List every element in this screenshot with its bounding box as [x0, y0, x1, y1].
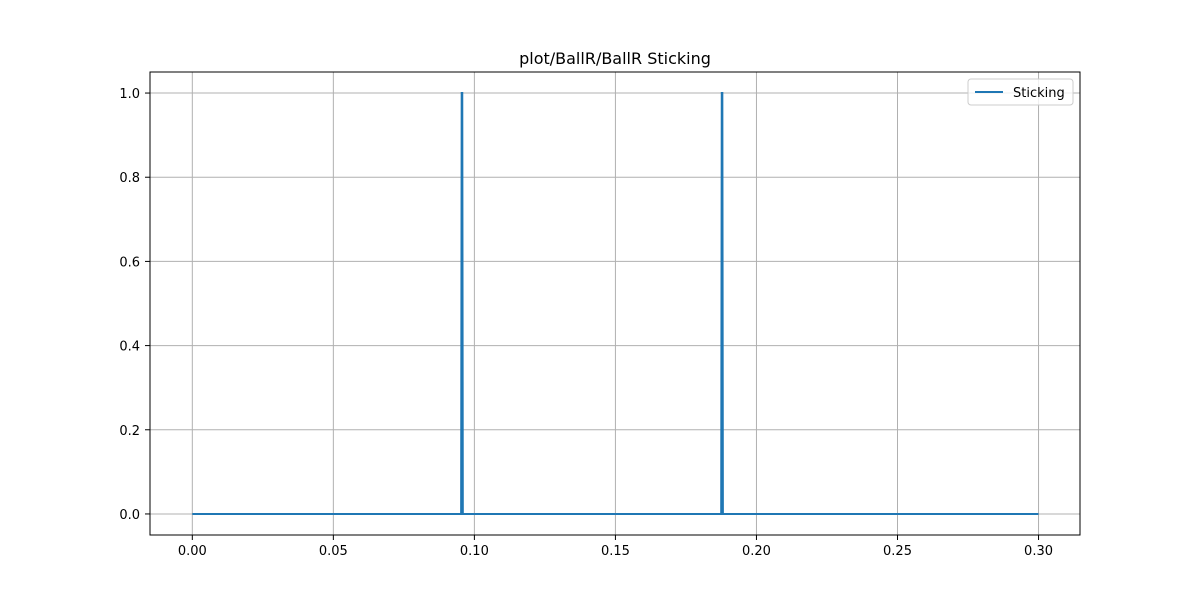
- x-tick-label: 0.15: [601, 544, 630, 559]
- x-tick-label: 0.30: [1024, 544, 1053, 559]
- x-tick-label: 0.00: [178, 544, 207, 559]
- y-tick-label: 0.0: [119, 508, 140, 523]
- x-tick-label: 0.10: [460, 544, 489, 559]
- chart-title: plot/BallR/BallR Sticking: [519, 49, 711, 68]
- y-tick-label: 0.8: [119, 171, 140, 186]
- tick-layer: 0.00 0.05 0.10 0.15 0.20 0.25 0.30 0.0 0.2 0.4 0.6…: [119, 87, 1053, 559]
- x-tick-label: 0.05: [319, 544, 348, 559]
- x-tick-label: 0.20: [742, 544, 771, 559]
- y-tick-label: 0.2: [119, 424, 140, 439]
- y-tick-label: 0.4: [119, 340, 140, 355]
- legend-label: Sticking: [1013, 86, 1065, 101]
- series-layer: [192, 92, 1039, 515]
- y-tick-label: 0.6: [119, 255, 140, 270]
- series-line-sticking: [192, 92, 1039, 515]
- legend-box: [967, 78, 1074, 106]
- x-tick-label: 0.25: [883, 544, 912, 559]
- y-tick-label: 1.0: [119, 87, 140, 102]
- legend: Sticking: [967, 78, 1074, 106]
